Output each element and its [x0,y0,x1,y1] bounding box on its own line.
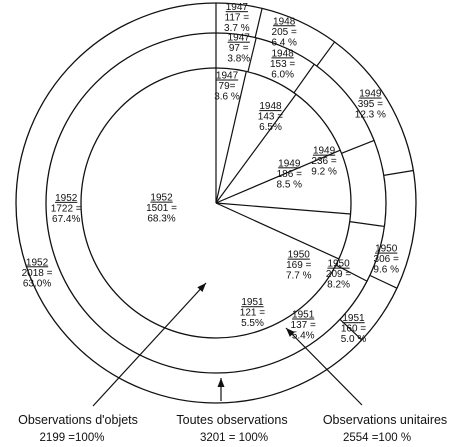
slice-label-year: 1948 [273,16,296,27]
slice-label-inner-1947: 1947 79= 3.6 % [214,71,240,103]
arrow-objets [92,282,207,407]
slice-label-value: 306 = [374,254,399,265]
arrow-unitaires [285,327,363,406]
slice-label-inner-1950: 1950 169 = 7.7 % [286,250,312,282]
slice-boundary-outer-4 [369,274,398,289]
slice-label-middle-1947: 1947 97 = 3.8% [227,33,250,65]
slice-boundary-inner-4 [215,202,351,215]
slice-boundary-inner-5 [215,202,340,260]
arrow-toutes-head [217,378,225,387]
slice-label-pct: 7.7 % [286,271,312,282]
slice-label-value: 79= [219,81,236,92]
slice-boundary-inner-1 [215,71,247,204]
slice-label-pct: 9.2 % [311,167,337,178]
slice-label-pct: 3.8% [227,54,250,65]
slice-label-pct: 67.4% [52,214,80,225]
slice-boundary-middle-5 [335,264,368,282]
slice-boundary-middle-3 [341,139,375,154]
slice-label-pct: 3.7 % [224,23,250,34]
slice-label-pct: 12.3 % [355,110,386,121]
caption-unitaires-total: 2554 =100 % [343,432,411,444]
caption-toutes-total: 3201 = 100% [200,432,268,444]
slice-label-value: 169 = [286,260,311,271]
slice-boundary-middle-1 [247,37,257,72]
slice-boundary-outer-1 [254,8,263,38]
slice-label-outer-1951: 1951 160 = 5.0 % [341,313,367,345]
arrow-objets-head [197,283,206,292]
slice-label-outer-1952: 1952 2018 = 63.0% [22,257,53,289]
slice-boundary-outer-3 [383,169,414,176]
slice-label-value: 121 = [240,308,265,319]
slice-label-year: 1950 [288,250,311,261]
slice-label-pct: 6.4 % [271,37,297,48]
slice-label-year: 1948 [272,48,295,59]
caption-objets-total: 2199 =100% [40,432,105,444]
slice-label-year: 1947 [228,33,251,44]
slice-label-inner-1948: 1948 143 = 6.5% [258,101,283,133]
slice-boundary-outer-5 [339,318,363,341]
slice-label-value: 1722 = [51,203,82,214]
slice-label-value: 117 = [225,13,250,24]
slice-label-pct: 68.3% [147,214,175,225]
slice-label-year: 1951 [241,297,264,308]
slice-label-value: 209 = [326,269,351,280]
slice-label-inner-1951: 1951 121 = 5.5% [240,297,265,329]
slice-label-value: 97 = [229,43,249,54]
slice-label-pct: 6.5% [259,122,282,133]
slice-label-year: 1949 [313,146,336,157]
slice-boundary-middle-2 [293,63,315,94]
slice-label-year: 1947 [226,2,249,13]
slice-label-value: 137 = [291,320,316,331]
slice-label-inner-1949: 1949 186 = 8.5 % [277,158,303,190]
slice-label-value: 160 = [341,324,366,335]
slice-label-year: 1947 [216,71,239,82]
slice-label-pct: 6.0% [271,69,294,80]
slice-label-outer-1947: 1947 117 = 3.7 % [224,2,250,34]
slice-label-year: 1949 [278,158,301,169]
slice-label-value: 143 = [258,112,283,123]
slice-label-pct: 63.0% [23,278,51,289]
slice-label-pct: 5.0 % [341,334,367,345]
slice-label-value: 1501 = [146,203,177,214]
arrow-unitaires-head [286,328,295,337]
slice-label-value: 395 = [358,99,383,110]
slice-label-pct: 8.2% [327,280,350,291]
slice-label-pct: 5.5% [241,318,264,329]
slice-label-pct: 9.6 % [373,265,399,276]
caption-objets-name: Observations d'objets [18,413,138,427]
slice-boundary-inner-3 [215,149,341,204]
slice-label-value: 205 = [272,27,297,38]
slice-label-year: 1951 [342,313,365,324]
slice-label-year: 1950 [375,244,398,255]
caption-unitaires-name: Observations unitaires [323,413,447,427]
slice-label-middle-1949: 1949 236 = 9.2 % [311,146,337,178]
slice-label-pct: 3.6 % [214,92,240,103]
slice-label-outer-1948: 1948 205 = 6.4 % [271,16,297,48]
slice-label-value: 236 = [311,156,336,167]
slice-label-middle-1952: 1952 1722 = 67.4% [51,193,82,225]
caption-toutes-name: Toutes observations [176,413,287,427]
slice-label-pct: 5.4% [292,331,315,342]
slice-label-year: 1949 [359,89,382,100]
slice-label-middle-1950: 1950 209 = 8.2% [326,259,351,291]
slice-label-year: 1948 [259,101,282,112]
slice-label-year: 1950 [327,259,350,270]
slice-label-year: 1952 [55,193,78,204]
slice-label-inner-1952: 1952 1501 = 68.3% [146,193,177,225]
slice-label-middle-1951: 1951 137 = 5.4% [291,310,316,342]
slice-label-year: 1951 [292,310,315,321]
slice-boundary-outer-2 [316,41,336,67]
slice-boundary-middle-4 [349,221,385,228]
slice-label-pct: 8.5 % [277,179,303,190]
slice-label-outer-1949: 1949 395 = 12.3 % [355,89,386,121]
slice-label-outer-1950: 1950 306 = 9.6 % [373,244,399,276]
slice-label-year: 1952 [26,257,49,268]
slice-label-value: 2018 = [22,268,53,279]
slice-label-middle-1948: 1948 153 = 6.0% [270,48,295,80]
slice-label-year: 1952 [150,193,173,204]
slice-label-value: 186 = [277,169,302,180]
slice-label-value: 153 = [270,59,295,70]
slice-boundary-inner-2 [215,93,297,204]
